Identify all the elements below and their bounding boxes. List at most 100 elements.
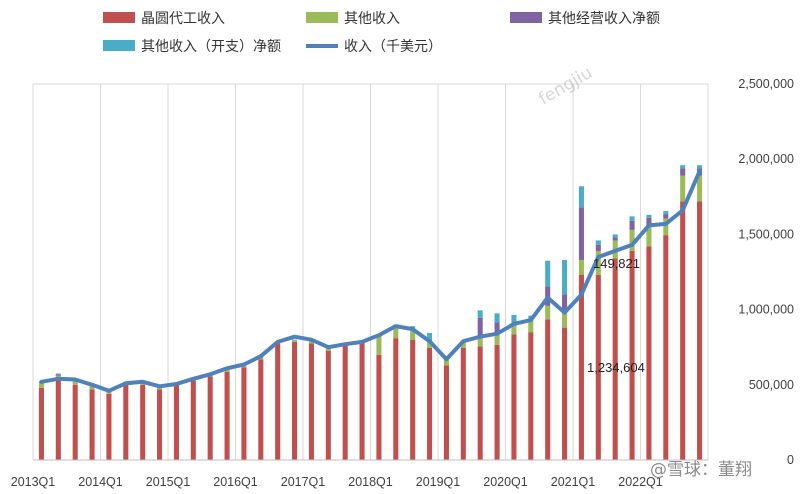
bar-segment bbox=[680, 165, 686, 169]
bar-segment bbox=[224, 372, 230, 460]
bar-segment bbox=[562, 327, 568, 460]
bar-segment bbox=[140, 384, 146, 460]
x-tick-label: 2013Q1 bbox=[11, 475, 56, 489]
watermarks: @雪球：董翔 fengjiu bbox=[536, 63, 753, 480]
x-tick-label: 2018Q1 bbox=[348, 475, 393, 489]
revenue-line-point bbox=[648, 224, 650, 227]
bar-segment bbox=[393, 326, 399, 339]
revenue-line-point bbox=[192, 377, 195, 380]
x-tick-label: 2019Q1 bbox=[416, 475, 461, 489]
bar-segment bbox=[325, 347, 331, 351]
revenue-line-point bbox=[91, 384, 93, 386]
bar-segment bbox=[494, 322, 500, 333]
bar-segment bbox=[275, 343, 281, 460]
revenue-line-point bbox=[344, 343, 346, 345]
gridlines bbox=[32, 83, 709, 460]
revenue-line-point bbox=[614, 250, 616, 252]
bar-segment bbox=[646, 246, 652, 460]
revenue-line-layer bbox=[39, 169, 702, 393]
x-tick-label: 2021Q1 bbox=[551, 475, 596, 489]
revenue-line-point bbox=[57, 377, 60, 380]
bar-segment bbox=[477, 346, 483, 460]
bar-segment bbox=[612, 258, 618, 460]
revenue-line-point bbox=[108, 390, 110, 392]
legend-label: 其他收入 bbox=[344, 11, 400, 27]
revenue-line-point bbox=[74, 378, 76, 381]
legend-swatch bbox=[510, 12, 542, 23]
bar-segment bbox=[578, 259, 584, 276]
bar-segment bbox=[55, 373, 61, 375]
bar-segment bbox=[477, 317, 483, 338]
bar-segment bbox=[207, 376, 213, 460]
revenue-line-point bbox=[563, 311, 566, 314]
revenue-line-point bbox=[158, 385, 161, 388]
bar-segment bbox=[578, 275, 584, 460]
bar-segment bbox=[612, 237, 618, 241]
bar-segment bbox=[89, 389, 95, 460]
bar-segment bbox=[646, 217, 652, 227]
tick-labels: 2013Q1 2014Q1 2015Q1 2016Q1 2017Q1 2018Q1 2019… bbox=[11, 77, 794, 489]
x-tick-label: 2014Q1 bbox=[78, 475, 123, 489]
revenue-line-point bbox=[361, 341, 363, 343]
bar-segment bbox=[443, 365, 449, 460]
y-tick-label: 0 bbox=[787, 453, 794, 467]
revenue-line-point bbox=[681, 209, 684, 212]
bar-segment bbox=[38, 387, 44, 460]
bar-segment bbox=[72, 379, 78, 385]
revenue-line-point bbox=[141, 380, 144, 383]
bar-segment bbox=[410, 339, 416, 460]
bar-segment bbox=[410, 330, 416, 340]
bar-segment bbox=[663, 214, 669, 219]
revenue-line-point bbox=[327, 346, 330, 349]
revenue-line bbox=[39, 169, 702, 393]
bar-segment bbox=[545, 260, 551, 287]
bar-segment bbox=[308, 343, 314, 460]
bar-segment bbox=[443, 357, 449, 366]
x-tick-label: 2020Q1 bbox=[483, 475, 528, 489]
revenue-line-point bbox=[411, 328, 414, 330]
revenue-line-point bbox=[479, 335, 481, 338]
bar-segment bbox=[292, 340, 298, 342]
x-tick-label: 2015Q1 bbox=[146, 475, 191, 489]
bar-segment bbox=[494, 332, 500, 345]
bar-segment bbox=[427, 332, 433, 342]
bar-segment bbox=[89, 385, 95, 390]
revenue-line-point bbox=[243, 363, 245, 366]
x-tick-label: 2017Q1 bbox=[281, 475, 326, 489]
legend-swatch bbox=[306, 12, 338, 23]
bar-segment bbox=[427, 341, 433, 348]
bar-segment bbox=[190, 380, 196, 460]
bar-segment bbox=[511, 314, 517, 326]
bar-segment bbox=[511, 334, 517, 460]
annotation-label: 1,234,604 bbox=[587, 360, 645, 375]
legend-label: 其他经营收入净额 bbox=[548, 11, 660, 27]
bar-segment bbox=[55, 374, 61, 376]
bar-segment bbox=[292, 339, 298, 341]
bar-segment bbox=[376, 335, 382, 355]
bar-segment bbox=[595, 275, 601, 460]
bar-segment bbox=[427, 347, 433, 460]
revenue-line-point bbox=[513, 323, 515, 325]
revenue-line-point bbox=[462, 340, 465, 342]
bar-segment bbox=[562, 259, 568, 295]
bar-segment bbox=[562, 312, 568, 328]
legend-label: 晶圆代工收入 bbox=[141, 11, 225, 27]
revenue-line-point bbox=[395, 325, 397, 327]
bar-segment bbox=[494, 344, 500, 460]
bar-segment bbox=[595, 244, 601, 251]
bar-segment bbox=[528, 321, 534, 333]
revenue-line-point bbox=[546, 296, 549, 299]
bar-segment bbox=[663, 218, 669, 236]
bar-segment bbox=[663, 235, 669, 460]
bar-segment bbox=[697, 165, 703, 169]
bar-segment bbox=[663, 211, 669, 215]
revenue-line-point bbox=[698, 170, 701, 173]
bar-segment bbox=[123, 384, 129, 460]
bar-segment bbox=[72, 384, 78, 460]
bar-segment bbox=[545, 319, 551, 460]
bar-segment bbox=[376, 354, 382, 460]
bar-segment bbox=[680, 175, 686, 202]
bar-segment bbox=[545, 305, 551, 320]
revenue-line-point bbox=[496, 332, 498, 335]
